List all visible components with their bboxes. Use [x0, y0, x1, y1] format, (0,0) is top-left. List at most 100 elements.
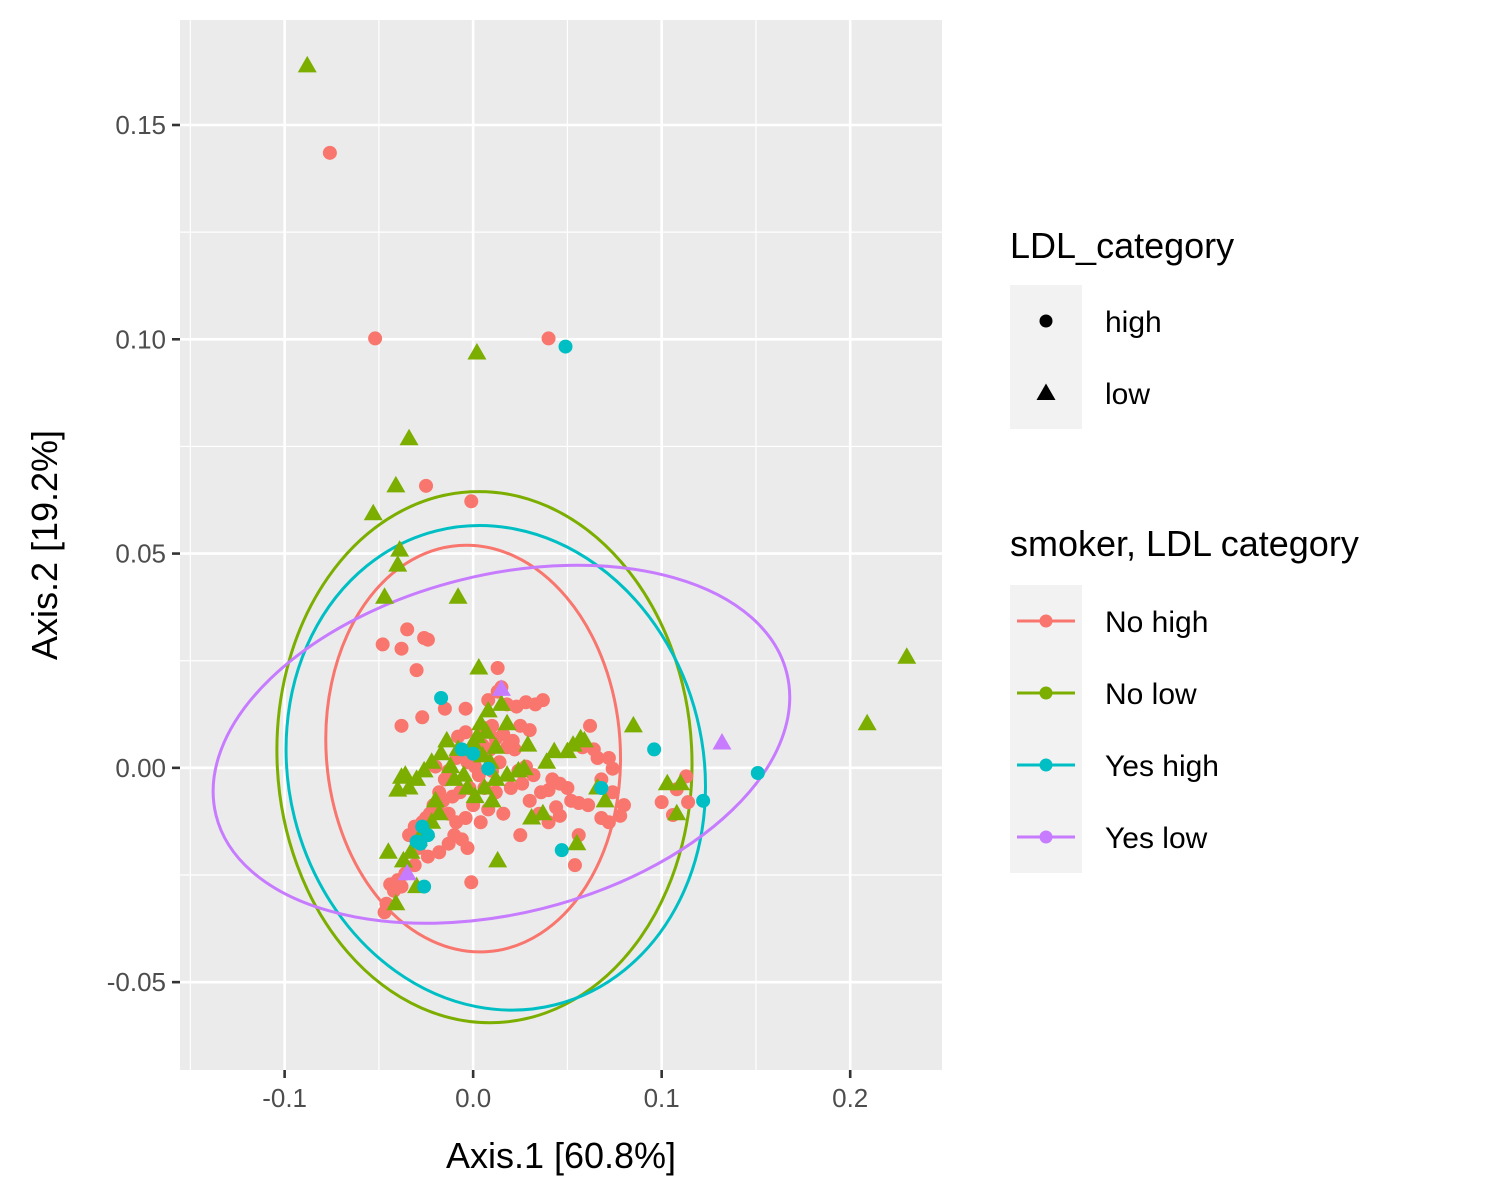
point-no-high-42 — [564, 793, 579, 808]
point-no-high-110 — [654, 795, 669, 810]
point-no-high-87 — [394, 879, 409, 894]
point-no-high-31 — [590, 751, 605, 765]
point-no-low-33 — [422, 752, 442, 769]
legend-key-dot-no-high — [1039, 614, 1053, 628]
legend-key-low — [1036, 383, 1056, 400]
point-no-high-18 — [458, 701, 473, 716]
x-tick-label-2: 0.1 — [644, 1083, 680, 1113]
point-no-low-59 — [454, 765, 474, 782]
point-no-high-107 — [505, 733, 520, 748]
y-tick-label-2: 0.05 — [115, 539, 166, 569]
point-no-high-3 — [419, 478, 434, 493]
point-no-high-37 — [613, 808, 628, 823]
point-no-low-39 — [388, 780, 408, 797]
point-no-high-1 — [368, 331, 383, 346]
legend-color-key-bg — [1010, 585, 1082, 873]
point-yes-high-10 — [417, 879, 432, 894]
y-axis-title: Axis.2 [19.2%] — [24, 430, 65, 660]
legend-shape: LDL_category high low — [1010, 225, 1234, 429]
point-no-low-57 — [671, 773, 691, 791]
legend-label-no-low: No low — [1105, 678, 1197, 711]
point-yes-high-7 — [696, 793, 711, 808]
ellipse-layer — [211, 490, 792, 1025]
ellipse-yes-high — [284, 524, 707, 1012]
point-no-high-45 — [545, 772, 560, 787]
point-yes-high-2 — [454, 742, 469, 757]
point-no-high-79 — [464, 875, 479, 890]
point-yes-high-6 — [750, 766, 765, 780]
point-no-low-35 — [407, 769, 427, 786]
point-no-high-28 — [583, 718, 598, 733]
point-yes-high-1 — [434, 691, 449, 705]
point-no-high-0 — [322, 145, 337, 160]
legend-key-high — [1039, 314, 1053, 328]
legend-label-high: high — [1105, 306, 1162, 339]
point-no-low-62 — [474, 778, 494, 795]
point-no-low-60 — [457, 778, 477, 795]
x-axis: -0.1 0.0 0.1 0.2 — [262, 1070, 868, 1113]
point-yes-low-0 — [712, 733, 732, 750]
point-yes-low-2 — [397, 863, 417, 881]
point-no-high-32 — [601, 751, 616, 765]
point-no-high-39 — [594, 811, 609, 825]
point-yes-high-14 — [415, 819, 430, 834]
point-no-high-50 — [567, 858, 582, 873]
point-no-high-73 — [420, 849, 435, 864]
point-no-low-63 — [482, 790, 502, 808]
point-no-high-7 — [394, 641, 409, 656]
point-no-high-54 — [503, 781, 518, 795]
point-yes-high-5 — [647, 742, 662, 757]
point-no-high-74 — [432, 845, 447, 860]
point-no-low-67 — [463, 733, 483, 750]
legend-color-title: smoker, LDL category — [1010, 523, 1359, 564]
point-no-high-36 — [616, 798, 631, 813]
point-no-low-40 — [425, 790, 445, 808]
point-no-high-63 — [473, 815, 488, 830]
legend-key-dot-no-low — [1039, 686, 1053, 700]
point-no-low-36 — [399, 778, 419, 795]
y-axis: -0.05 0.00 0.05 0.10 0.15 — [107, 110, 180, 997]
point-no-high-6 — [400, 622, 415, 637]
grid-minor — [180, 20, 942, 1070]
point-no-high-10 — [409, 663, 424, 678]
ellipse-no-low — [275, 490, 694, 1025]
point-no-high-12 — [490, 661, 505, 675]
point-no-high-9 — [420, 632, 435, 647]
point-yes-high-3 — [466, 746, 481, 761]
point-no-low-30 — [497, 713, 517, 731]
point-yes-high-9 — [554, 843, 569, 858]
y-tick-label-1: 0.00 — [115, 753, 166, 783]
point-no-high-118 — [534, 785, 549, 800]
y-tick-label-3: 0.10 — [115, 324, 166, 354]
point-no-low-0 — [297, 55, 317, 73]
y-tick-label-0: -0.05 — [107, 967, 166, 997]
point-no-low-8 — [448, 587, 468, 604]
point-no-low-58 — [667, 803, 687, 821]
ellipse-yes-low — [211, 563, 792, 925]
point-yes-high-0 — [558, 339, 573, 354]
point-no-low-61 — [465, 786, 485, 804]
point-no-low-54 — [595, 790, 615, 808]
point-no-high-120 — [522, 793, 537, 808]
ellipse-no-high — [324, 543, 623, 954]
point-no-low-56 — [657, 773, 677, 791]
legend-key-dot-yes-high — [1039, 758, 1053, 772]
point-yes-high-12 — [409, 834, 424, 849]
point-no-low-52 — [522, 808, 542, 825]
point-no-low-11 — [857, 713, 877, 731]
point-no-high-78 — [460, 841, 475, 855]
x-tick-label-0: -0.1 — [262, 1083, 307, 1113]
point-no-high-35 — [605, 785, 620, 800]
point-no-low-7 — [375, 587, 395, 604]
point-no-low-3 — [386, 475, 406, 493]
point-no-low-34 — [414, 760, 434, 778]
legend-shape-title: LDL_category — [1010, 225, 1234, 266]
legend-key-dot-yes-low — [1039, 830, 1053, 844]
point-no-high-113 — [681, 795, 696, 810]
point-no-low-41 — [429, 803, 449, 821]
point-no-low-29 — [491, 694, 511, 711]
point-no-low-49 — [386, 893, 406, 911]
x-tick-label-3: 0.2 — [832, 1083, 868, 1113]
point-no-low-16 — [574, 730, 594, 748]
point-no-low-31 — [437, 730, 457, 748]
